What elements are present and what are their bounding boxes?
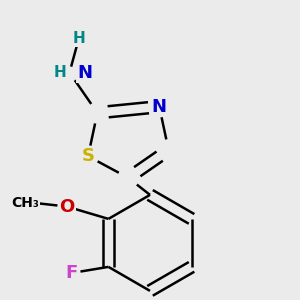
Text: O: O: [59, 197, 74, 215]
Text: H: H: [54, 65, 67, 80]
Text: H: H: [72, 31, 85, 46]
Text: N: N: [152, 98, 167, 116]
Text: CH₃: CH₃: [11, 196, 39, 210]
Text: S: S: [82, 147, 94, 165]
Text: N: N: [77, 64, 92, 82]
Text: F: F: [65, 264, 77, 282]
